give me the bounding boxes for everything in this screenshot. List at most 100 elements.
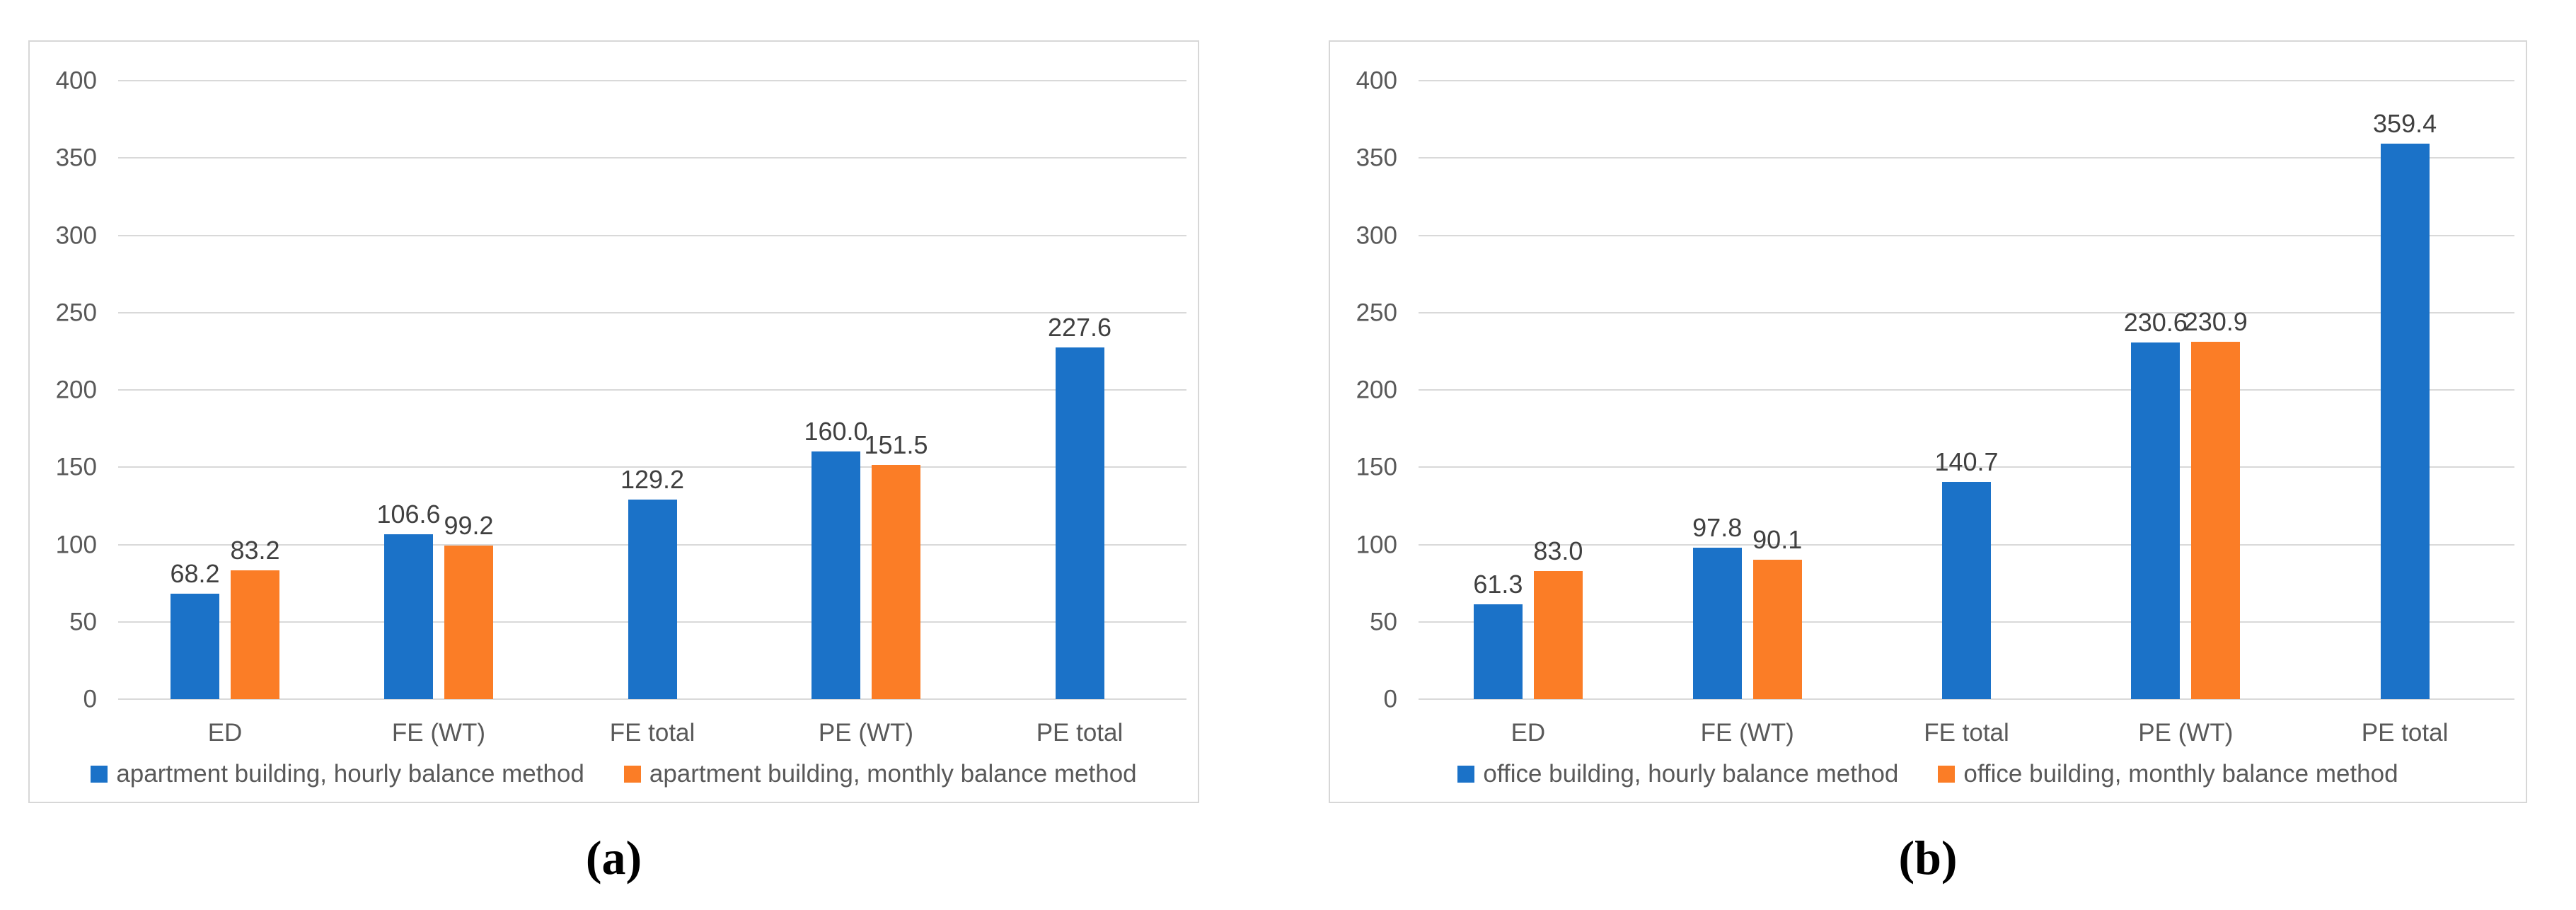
- legend-color-swatch-icon: [1938, 765, 1956, 783]
- category-group: 230.6 230.9 PE (WT): [2076, 81, 2295, 745]
- bar-monthly: 230.9: [2184, 309, 2248, 699]
- x-axis-category-label: PE (WT): [2138, 719, 2234, 747]
- bar-pair: 106.6 99.2: [332, 81, 545, 699]
- bar-value-label: 140.7: [1934, 447, 1999, 476]
- category-group: 160.0 151.5 PE (WT): [759, 81, 973, 745]
- legend-label: office building, hourly balance method: [1483, 759, 1899, 788]
- gridline: [1419, 234, 2514, 236]
- plot-area-b: 0 50 100 150 200 250 300 350 400 61.3 83.0 ED 97.8 90…: [1356, 69, 2514, 745]
- bar-value-label: 97.8: [1692, 513, 1743, 543]
- legend-item: office building, monthly balance method: [1938, 759, 2398, 788]
- bar-value-label: 83.2: [230, 536, 280, 565]
- bar-hourly: 227.6: [1048, 314, 1111, 699]
- bar-hourly: 106.6: [376, 502, 441, 699]
- chart-panel-a: 0 50 100 150 200 250 300 350 400 68.2 83.2 ED 106.6 9…: [28, 40, 1199, 803]
- x-axis-category-label: FE total: [1924, 719, 2009, 747]
- legend-label: office building, monthly balance method: [1963, 759, 2398, 788]
- y-axis-tick-label: 400: [1356, 67, 1397, 95]
- gridline: [118, 389, 1186, 391]
- legend-color-swatch-icon: [91, 765, 108, 783]
- gridline: [1419, 389, 2514, 391]
- bar-value-label: 83.0: [1533, 536, 1583, 565]
- bar-value-label: 68.2: [170, 558, 220, 588]
- gridline: [118, 80, 1186, 81]
- x-axis-category-label: PE total: [2361, 719, 2449, 747]
- gridline: [118, 698, 1186, 700]
- panel-b-caption: (b): [1898, 831, 1958, 885]
- bar-value-label: 230.9: [2183, 307, 2248, 337]
- bar-value-label: 106.6: [376, 500, 441, 529]
- category-group: 68.2 83.2 ED: [118, 81, 332, 745]
- legend-label: apartment building, monthly balance meth…: [649, 759, 1137, 788]
- bar-pair: 129.2: [545, 81, 759, 699]
- legend-label: apartment building, hourly balance metho…: [116, 759, 584, 788]
- x-axis-category-label: PE (WT): [818, 719, 914, 747]
- bar-hourly: 97.8: [1692, 515, 1742, 699]
- bar-value-label: 230.6: [2123, 308, 2188, 338]
- legend-item: apartment building, hourly balance metho…: [91, 759, 584, 788]
- bar-pair: 227.6: [973, 81, 1186, 699]
- legend-item: apartment building, monthly balance meth…: [623, 759, 1137, 788]
- x-axis-category-label: ED: [207, 719, 243, 747]
- y-axis-tick-label: 200: [1356, 376, 1397, 404]
- bar-hourly: 230.6: [2124, 310, 2188, 699]
- bar-value-label: 129.2: [620, 464, 685, 494]
- category-group: 227.6 PE total: [973, 81, 1186, 745]
- y-axis-tick-label: 200: [55, 376, 97, 404]
- bar-value-label: 99.2: [444, 511, 494, 541]
- bar-value-label: 61.3: [1473, 570, 1523, 599]
- category-group: 106.6 99.2 FE (WT): [332, 81, 545, 745]
- plot-area-a: 0 50 100 150 200 250 300 350 400 68.2 83.2 ED 106.6 9…: [56, 69, 1186, 745]
- legend-b: office building, hourly balance method of…: [1330, 759, 2526, 788]
- legend-color-swatch-icon: [623, 765, 641, 783]
- x-axis-category-label: FE (WT): [391, 719, 486, 747]
- category-group: 140.7 FE total: [1857, 81, 2077, 745]
- legend-item: office building, hourly balance method: [1457, 759, 1899, 788]
- category-group: 97.8 90.1 FE (WT): [1638, 81, 1857, 745]
- y-axis-tick-label: 300: [1356, 221, 1397, 249]
- gridline: [1419, 466, 2514, 468]
- chart-panel-b: 0 50 100 150 200 250 300 350 400 61.3 83.0 ED 97.8 90…: [1329, 40, 2527, 803]
- bar-value-label: 160.0: [804, 417, 868, 447]
- bar-monthly: 90.1: [1752, 527, 1802, 699]
- gridline: [1419, 311, 2514, 313]
- y-axis-tick-label: 400: [55, 67, 97, 95]
- y-axis-tick-label: 100: [55, 531, 97, 558]
- bar-hourly: 68.2: [170, 560, 220, 699]
- category-group: 61.3 83.0 ED: [1419, 81, 1638, 745]
- y-axis-tick-label: 150: [55, 453, 97, 481]
- bar-monthly: 99.2: [444, 513, 494, 699]
- legend-a: apartment building, hourly balance metho…: [30, 759, 1198, 788]
- bar-pair: 97.8 90.1: [1638, 81, 1857, 699]
- bar-value-label: 90.1: [1752, 525, 1803, 555]
- gridline: [1419, 157, 2514, 159]
- y-axis-tick-label: 350: [55, 144, 97, 172]
- bar-value-label: 359.4: [2373, 108, 2437, 138]
- bar-hourly: 160.0: [804, 419, 868, 699]
- y-axis-tick-label: 350: [1356, 144, 1397, 172]
- y-axis-tick-label: 250: [55, 299, 97, 327]
- bar-monthly: 83.0: [1533, 538, 1583, 699]
- gridline: [1419, 698, 2514, 700]
- bar-pair: 61.3 83.0: [1419, 81, 1638, 699]
- bar-hourly: 359.4: [2373, 110, 2437, 699]
- gridline: [118, 466, 1186, 468]
- category-group: 129.2 FE total: [545, 81, 759, 745]
- bar-pair: 230.6 230.9: [2076, 81, 2295, 699]
- y-axis-tick-label: 300: [55, 221, 97, 249]
- y-axis-tick-label: 250: [1356, 299, 1397, 327]
- bar-hourly: 61.3: [1473, 572, 1523, 699]
- x-axis-category-label: PE total: [1036, 719, 1124, 747]
- y-axis-tick-label: 0: [83, 685, 97, 713]
- category-group: 359.4 PE total: [2295, 81, 2514, 745]
- panel-a-caption: (a): [585, 831, 642, 885]
- x-axis-category-label: FE (WT): [1700, 719, 1794, 747]
- gridline: [118, 311, 1186, 313]
- bar-pair: 160.0 151.5: [759, 81, 973, 699]
- bar-hourly: 140.7: [1934, 449, 1999, 699]
- bar-pair: 359.4: [2295, 81, 2514, 699]
- y-axis-tick-label: 50: [1370, 608, 1397, 636]
- legend-color-swatch-icon: [1457, 765, 1475, 783]
- y-axis-tick-label: 100: [1356, 531, 1397, 558]
